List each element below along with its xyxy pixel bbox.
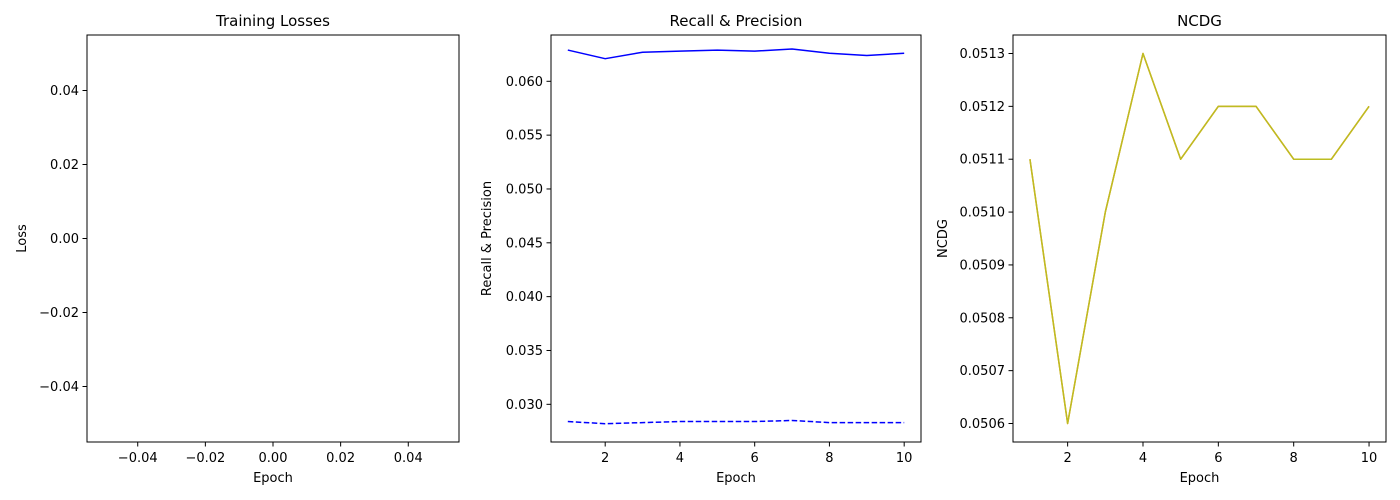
ncdg-chart-title: NCDG bbox=[1177, 12, 1222, 30]
ncdg-x-tick-label: 6 bbox=[1214, 451, 1222, 466]
loss-x-tick-label: 0.02 bbox=[326, 451, 355, 466]
ncdg-series-line-2 bbox=[1029, 52, 1370, 425]
recall-series-line-1 bbox=[567, 48, 905, 60]
recall-plot-frame bbox=[550, 34, 922, 443]
recall-series-group bbox=[567, 48, 905, 425]
loss-chart-title: Training Losses bbox=[215, 12, 330, 30]
loss-y-tick-label: 0.02 bbox=[50, 158, 79, 173]
ncdg-y-axis-label: NCDG bbox=[936, 219, 951, 258]
recall-x-tick-label: 2 bbox=[601, 451, 609, 466]
loss-y-tick-label: 0.00 bbox=[50, 232, 79, 247]
ncdg-y-tick-label: 0.0507 bbox=[960, 364, 1006, 379]
loss-plot-frame bbox=[86, 34, 460, 443]
ncdg-chart: 2 4 6 8 10 0.0506 0.0507 0.0508 0.0509 0.0510 0.05… bbox=[936, 12, 1387, 486]
ncdg-x-tick-label: 4 bbox=[1139, 451, 1147, 466]
recall-y-axis-label: Recall & Precision bbox=[480, 181, 495, 296]
loss-x-tick-label: 0.00 bbox=[259, 451, 288, 466]
ncdg-series-group bbox=[1029, 52, 1370, 425]
recall-y-tick-label: 0.045 bbox=[506, 236, 543, 251]
loss-x-tick-label: 0.04 bbox=[394, 451, 423, 466]
ncdg-x-axis-label: Epoch bbox=[1180, 471, 1220, 486]
recall-x-tick-label: 6 bbox=[751, 451, 759, 466]
ncdg-y-tick-label: 0.0512 bbox=[960, 100, 1006, 115]
ncdg-plot-frame bbox=[1012, 34, 1387, 443]
loss-y-tick-label: 0.04 bbox=[50, 84, 79, 99]
recall-y-tick-label: 0.030 bbox=[506, 398, 543, 413]
recall-chart-title: Recall & Precision bbox=[670, 12, 803, 30]
ncdg-y-tick-label: 0.0509 bbox=[960, 258, 1006, 273]
loss-x-tick-label: −0.04 bbox=[118, 451, 158, 466]
ncdg-x-tick-label: 2 bbox=[1063, 451, 1071, 466]
ncdg-y-tick-label: 0.0513 bbox=[960, 47, 1006, 62]
loss-y-tick-label: −0.04 bbox=[39, 380, 79, 395]
recall-y-tick-label: 0.050 bbox=[506, 182, 543, 197]
loss-y-tick-label: −0.02 bbox=[39, 306, 79, 321]
loss-chart: −0.04 −0.02 0.00 0.02 0.04 −0.04 −0.02 0.00 0.02… bbox=[15, 12, 460, 486]
ncdg-y-tick-label: 0.0506 bbox=[960, 417, 1006, 432]
recall-chart: 2 4 6 8 10 0.030 0.035 0.040 0.045 0.050 0.055 0.06… bbox=[480, 12, 922, 486]
ncdg-y-tick-label: 0.0510 bbox=[960, 206, 1006, 221]
recall-y-tick-label: 0.060 bbox=[506, 75, 543, 90]
ncdg-y-tick-label: 0.0508 bbox=[960, 311, 1006, 326]
recall-y-tick-label: 0.035 bbox=[506, 344, 543, 359]
loss-x-tick-label: −0.02 bbox=[185, 451, 225, 466]
ncdg-series-line-1 bbox=[1029, 52, 1370, 425]
recall-x-tick-label: 10 bbox=[896, 451, 913, 466]
recall-x-axis-label: Epoch bbox=[716, 471, 756, 486]
ncdg-x-tick-label: 10 bbox=[1361, 451, 1378, 466]
recall-x-tick-label: 8 bbox=[825, 451, 833, 466]
recall-series-line-2 bbox=[567, 419, 905, 425]
recall-y-tick-label: 0.040 bbox=[506, 290, 543, 305]
recall-x-tick-label: 4 bbox=[676, 451, 684, 466]
loss-x-axis-label: Epoch bbox=[253, 471, 293, 486]
ncdg-y-tick-label: 0.0511 bbox=[960, 153, 1006, 168]
ncdg-x-tick-label: 8 bbox=[1290, 451, 1298, 466]
loss-y-axis-label: Loss bbox=[15, 224, 30, 253]
recall-y-tick-label: 0.055 bbox=[506, 129, 543, 144]
